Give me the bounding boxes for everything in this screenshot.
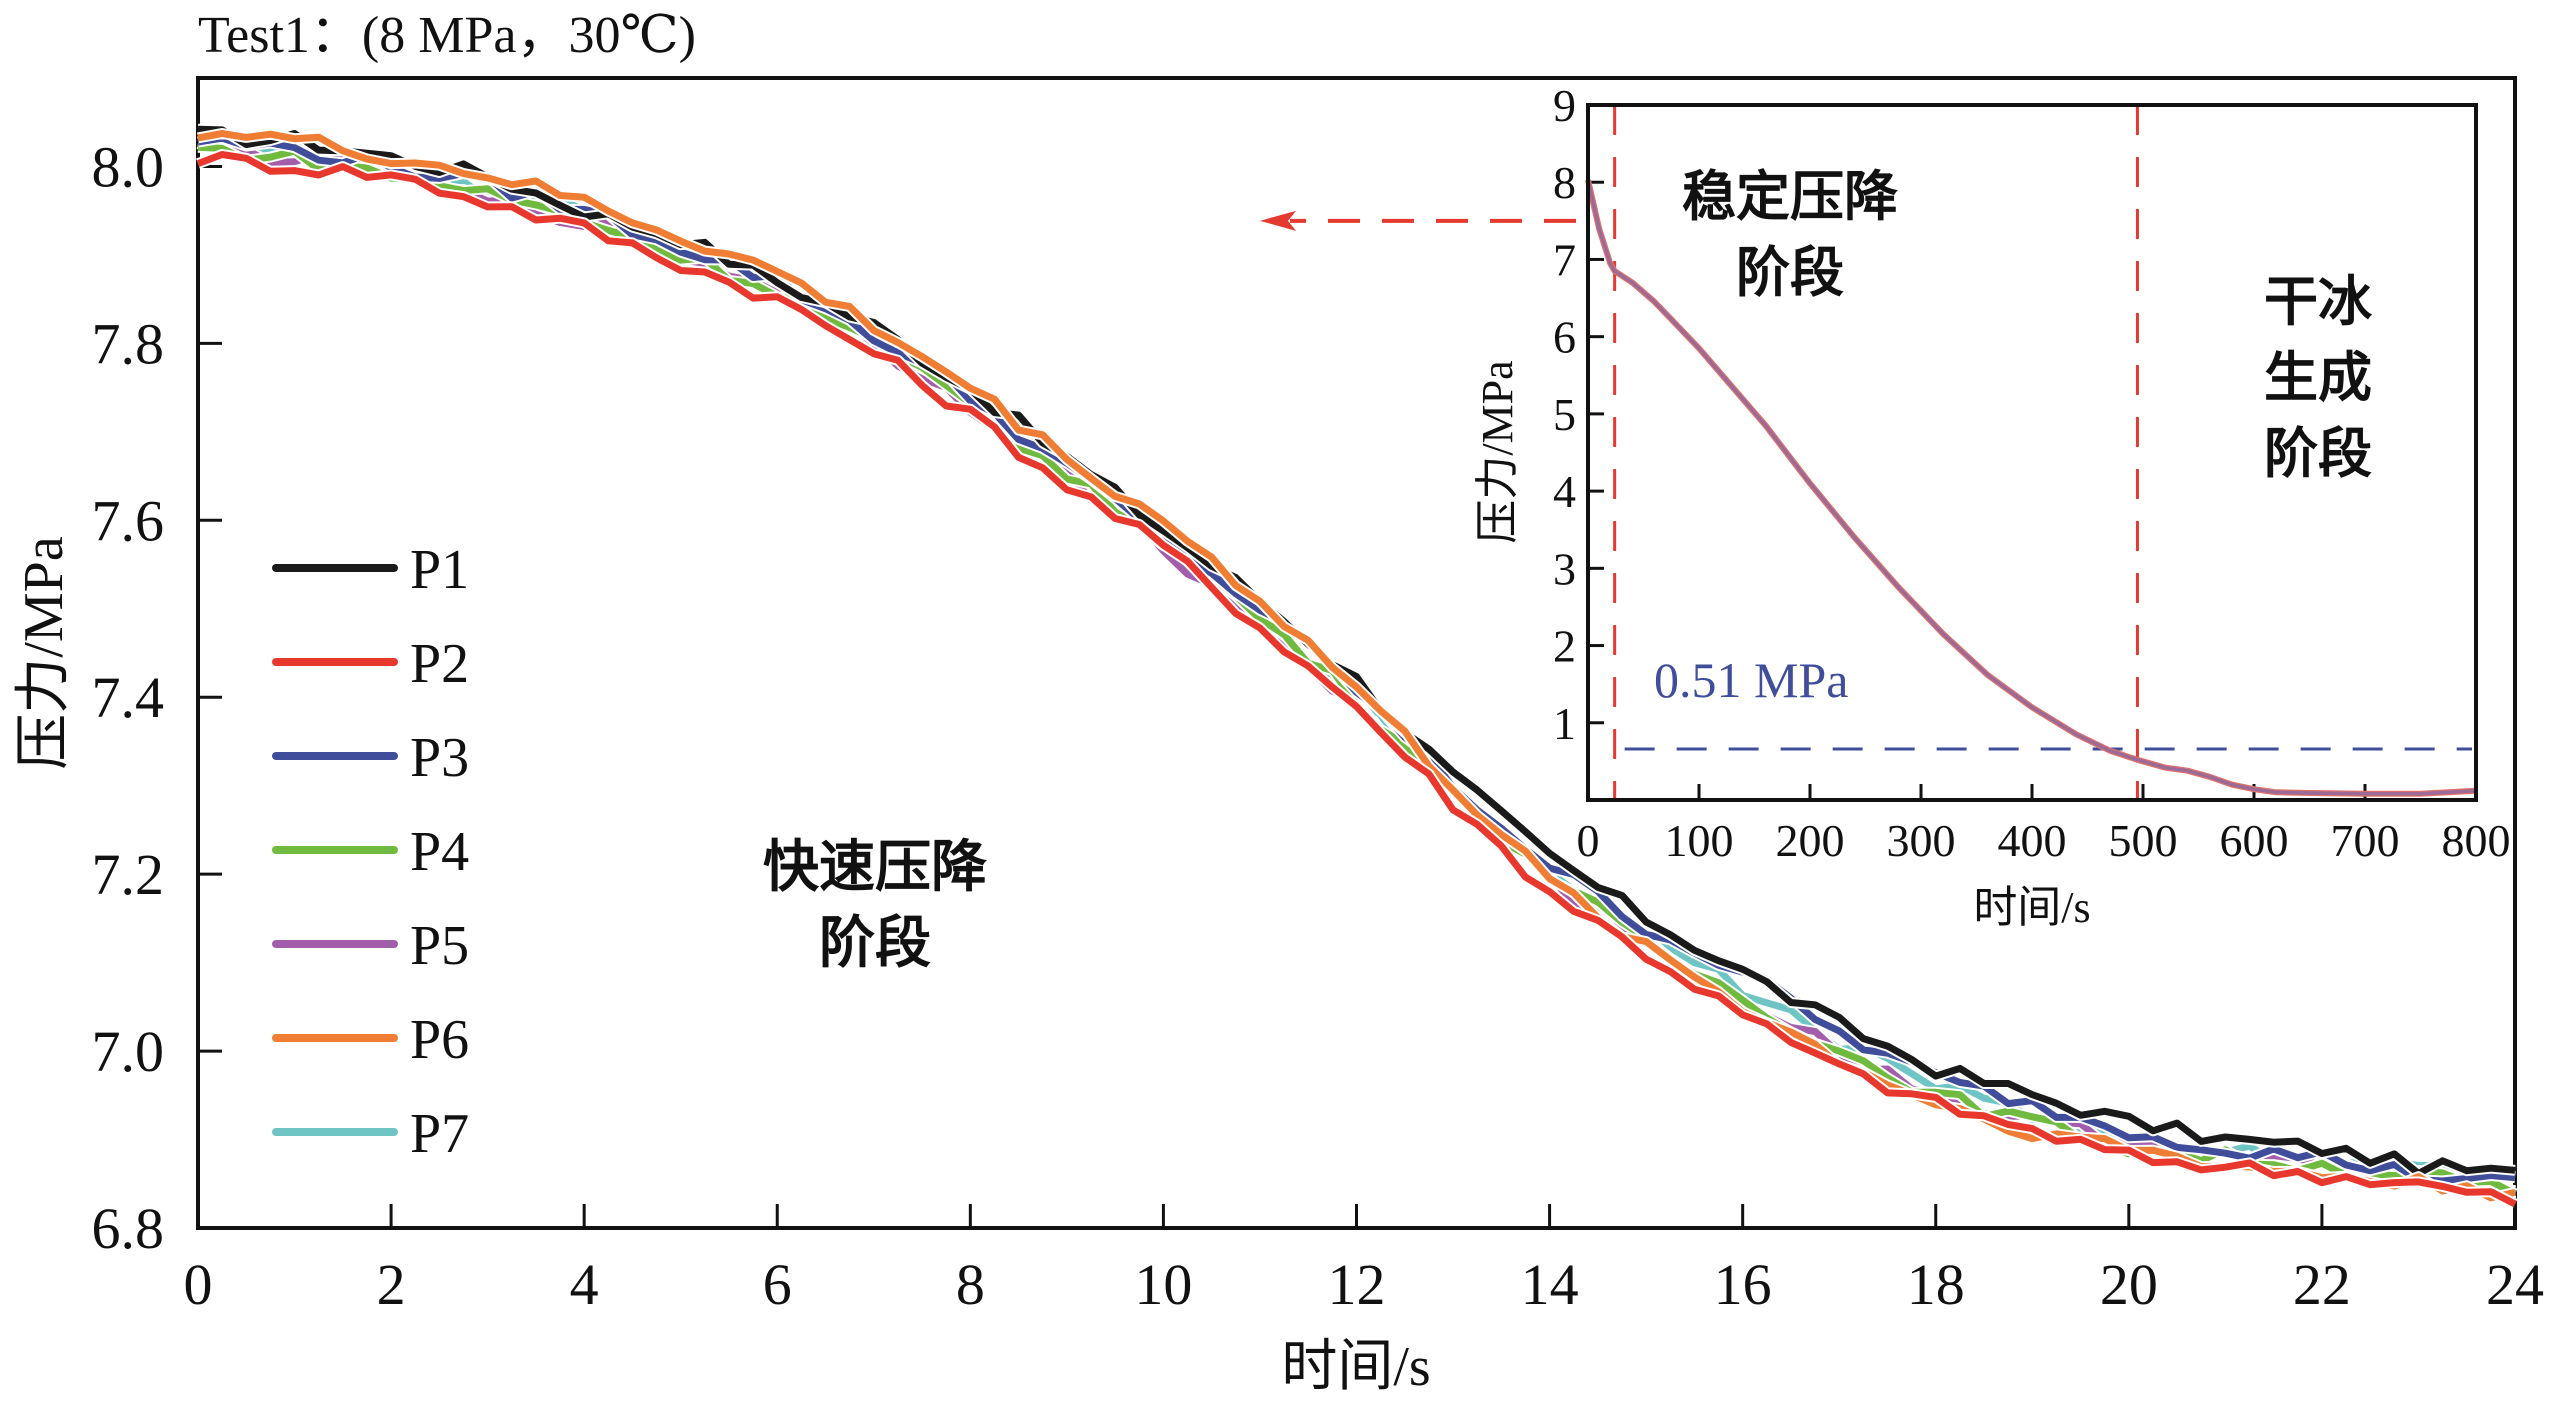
x-tick-label: 20 <box>2100 1252 2158 1317</box>
inset-plot-frame <box>1586 103 2478 802</box>
inset-annotation-text: 干冰 <box>2264 270 2373 333</box>
inset-annotation-text: 阶段 <box>2264 422 2372 485</box>
legend-label: P2 <box>410 633 469 695</box>
legend-label: P7 <box>410 1103 469 1165</box>
y-tick-label: 7.8 <box>92 311 165 376</box>
inset-y-axis-title: 压力/MPa <box>1473 360 1522 543</box>
inset-x-tick-label: 0 <box>1577 815 1600 866</box>
main-axis-ticks: 0 2 4 6 8 10 12 14 16 18 20 22 246.87.07.27.47.67.88… <box>92 134 2545 1317</box>
legend-item-p6: P6 <box>272 1009 469 1071</box>
inset-x-axis-title: 时间/s <box>1973 883 2090 932</box>
x-tick-label: 22 <box>2293 1252 2351 1317</box>
x-tick-label: 14 <box>1521 1252 1579 1317</box>
legend-item-p7: P7 <box>272 1103 469 1165</box>
x-tick-label: 2 <box>377 1252 406 1317</box>
inset-series-line <box>1586 179 2477 796</box>
x-tick-label: 18 <box>1907 1252 1965 1317</box>
inset-y-tick-label: 6 <box>1553 312 1576 363</box>
series-line-p2 <box>196 151 2517 1208</box>
x-tick-label: 6 <box>763 1252 792 1317</box>
threshold-label: 0.51 MPa <box>1654 652 1848 708</box>
x-tick-label: 12 <box>1328 1252 1386 1317</box>
x-tick-label: 16 <box>1714 1252 1772 1317</box>
inset-x-tick-label: 200 <box>1776 815 1845 866</box>
inset-x-tick-label: 500 <box>2109 815 2178 866</box>
arrow-head-icon <box>1260 210 1296 231</box>
x-tick-label: 24 <box>2486 1252 2544 1317</box>
inset-x-tick-label: 300 <box>1887 815 1956 866</box>
annotation-text: 快速压降 <box>763 835 987 900</box>
inset-chart: 0 100 200 300 400 500 600 700 800 1 2 3 4 5 6 7 8 9 0.51 … <box>1473 80 2511 932</box>
chart-title: Test1：(8 MPa，30℃) <box>198 7 696 64</box>
y-tick-label: 7.6 <box>92 488 165 553</box>
inset-y-tick-label: 9 <box>1553 80 1576 131</box>
main-series-group <box>196 123 2518 1209</box>
y-tick-label: 7.2 <box>92 842 165 907</box>
inset-y-tick-label: 1 <box>1553 698 1576 749</box>
main-x-axis-title: 时间/s <box>1281 1336 1430 1398</box>
x-tick-label: 10 <box>1134 1252 1192 1317</box>
inset-y-tick-label: 5 <box>1553 389 1576 440</box>
inset-axis-ticks: 0 100 200 300 400 500 600 700 800 1 2 3 4 5 6 7 8 9 <box>1553 80 2511 866</box>
inset-x-tick-label: 400 <box>1998 815 2067 866</box>
x-tick-label: 8 <box>956 1252 985 1317</box>
series-line-p1 <box>197 125 2516 1177</box>
legend: P1 P2 P3 P4 P5 P6 P7 <box>272 539 469 1165</box>
legend-item-p2: P2 <box>272 633 469 695</box>
legend-item-p5: P5 <box>272 915 469 977</box>
y-tick-label: 6.8 <box>92 1196 165 1261</box>
legend-item-p1: P1 <box>272 539 469 601</box>
x-tick-label: 0 <box>184 1252 213 1317</box>
zoom-arrow <box>1260 210 1576 231</box>
inset-x-tick-label: 800 <box>2442 815 2511 866</box>
main-y-axis-title: 压力/MPa <box>13 536 75 769</box>
inset-reference-lines: 0.51 MPa <box>1613 105 2472 800</box>
inset-annotation-text: 稳定压降 <box>1682 165 1898 228</box>
inset-y-tick-label: 8 <box>1553 157 1576 208</box>
legend-label: P6 <box>410 1009 469 1071</box>
legend-label: P5 <box>410 915 469 977</box>
inset-y-tick-label: 7 <box>1553 234 1576 285</box>
legend-item-p3: P3 <box>272 727 469 789</box>
y-tick-label: 8.0 <box>92 134 165 199</box>
x-tick-label: 4 <box>570 1252 599 1317</box>
inset-background <box>1588 105 2476 800</box>
annotation-text: 阶段 <box>819 911 931 976</box>
inset-y-tick-label: 2 <box>1553 621 1576 672</box>
inset-x-tick-label: 100 <box>1665 815 1734 866</box>
inset-annotation-text: 生成 <box>2264 346 2372 409</box>
legend-label: P4 <box>410 821 469 883</box>
inset-x-tick-label: 700 <box>2331 815 2400 866</box>
inset-annotation-text: 阶段 <box>1736 241 1844 304</box>
legend-label: P1 <box>410 539 469 601</box>
inset-y-tick-label: 4 <box>1553 466 1576 517</box>
y-tick-label: 7.4 <box>92 665 165 730</box>
inset-series-group <box>1585 179 2477 797</box>
inset-x-tick-label: 600 <box>2220 815 2289 866</box>
legend-item-p4: P4 <box>272 821 469 883</box>
inset-y-tick-label: 3 <box>1553 543 1576 594</box>
y-tick-label: 7.0 <box>92 1019 165 1084</box>
legend-label: P3 <box>410 727 469 789</box>
